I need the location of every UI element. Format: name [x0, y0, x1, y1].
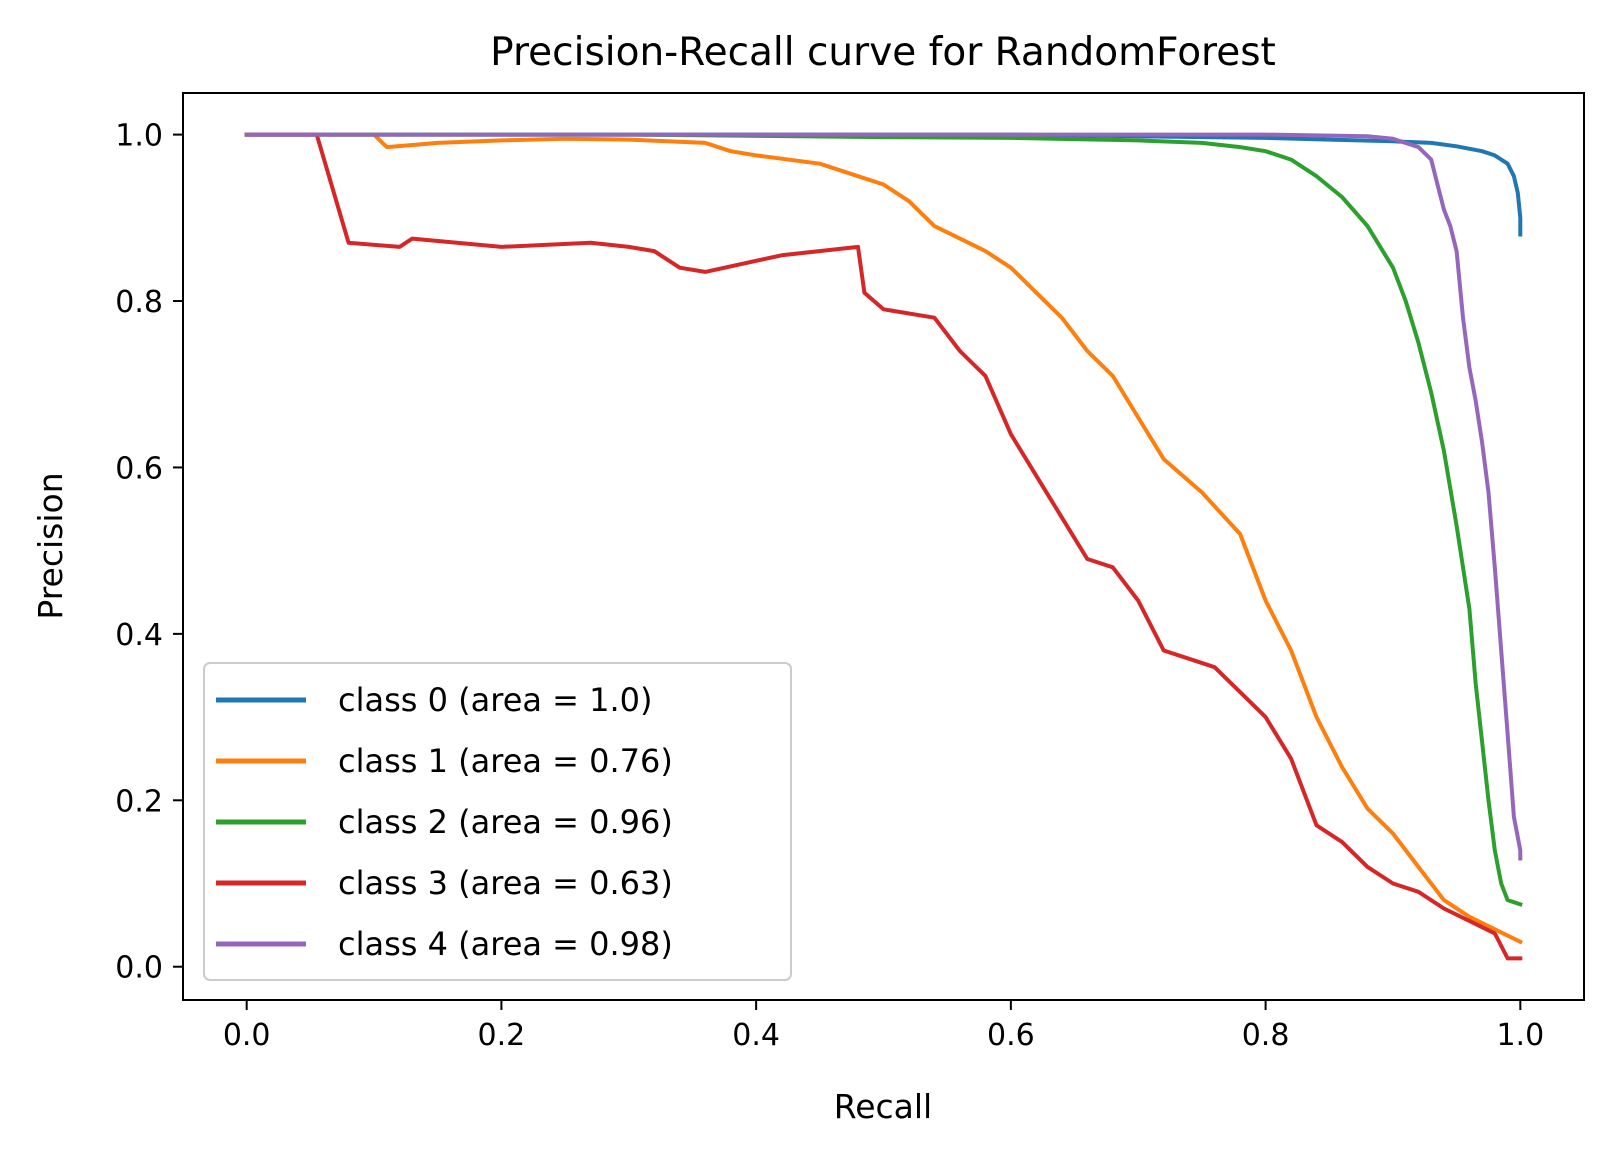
x-tick-label: 0.8 — [1242, 1018, 1290, 1053]
legend-label-2: class 2 (area = 0.96) — [338, 803, 673, 841]
y-axis-ticks: 0.0 0.2 0.4 0.6 0.8 1.0 — [115, 119, 183, 986]
x-tick-label: 0.2 — [478, 1018, 526, 1053]
y-tick-label: 0.6 — [115, 451, 163, 486]
axes-frame — [182, 92, 1585, 1001]
x-tick-label: 0.6 — [987, 1018, 1035, 1053]
x-tick-label: 1.0 — [1496, 1018, 1544, 1053]
y-tick-label: 0.4 — [115, 618, 163, 653]
legend-label-4: class 4 (area = 0.98) — [338, 925, 673, 963]
x-axis-label: Recall — [834, 1087, 932, 1126]
legend-label-1: class 1 (area = 0.76) — [338, 742, 673, 780]
series-line-1 — [244, 132, 1523, 945]
series-layer — [244, 132, 1523, 961]
x-axis-ticks: 0.0 0.2 0.4 0.6 0.8 1.0 — [223, 1000, 1544, 1053]
y-tick-label: 0.2 — [115, 784, 163, 819]
legend-items: class 0 (area = 1.0) class 1 (area = 0.76… — [216, 681, 673, 963]
y-tick-label: 1.0 — [115, 119, 163, 154]
x-tick-label: 0.0 — [223, 1018, 271, 1053]
plot-area — [182, 92, 1585, 1001]
legend-label-0: class 0 (area = 1.0) — [338, 681, 653, 719]
legend: class 0 (area = 1.0) class 1 (area = 0.76… — [203, 662, 792, 981]
legend-box — [203, 662, 792, 981]
x-tick-label: 0.4 — [732, 1018, 780, 1053]
series-line-2 — [244, 132, 1523, 907]
legend-label-3: class 3 (area = 0.63) — [338, 864, 673, 902]
chart-title: Precision-Recall curve for RandomForest — [490, 30, 1276, 75]
series-line-3 — [244, 132, 1523, 961]
y-tick-label: 0.0 — [115, 951, 163, 986]
y-axis-label: Precision — [31, 472, 70, 619]
series-line-4 — [244, 132, 1523, 861]
y-tick-label: 0.8 — [115, 285, 163, 320]
